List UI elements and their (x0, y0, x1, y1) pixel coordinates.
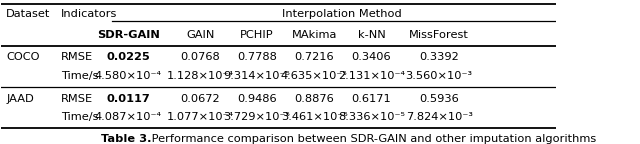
Text: Dataset: Dataset (6, 9, 51, 19)
Text: RMSE: RMSE (61, 52, 93, 62)
Text: 0.6171: 0.6171 (351, 94, 391, 104)
Text: 0.0672: 0.0672 (180, 94, 220, 104)
Text: 4.087×10⁻⁴: 4.087×10⁻⁴ (95, 112, 162, 122)
Text: 4.580×10⁻⁴: 4.580×10⁻⁴ (95, 71, 162, 81)
Text: Time/s: Time/s (61, 71, 98, 81)
Text: 3.461×10⁻⁵: 3.461×10⁻⁵ (281, 112, 348, 122)
Text: RMSE: RMSE (61, 94, 93, 104)
Text: 0.5936: 0.5936 (419, 94, 459, 104)
Text: 0.9486: 0.9486 (237, 94, 277, 104)
Text: Performance comparison between SDR-GAIN and other imputation algorithms: Performance comparison between SDR-GAIN … (148, 134, 596, 144)
Text: 0.7216: 0.7216 (294, 52, 334, 62)
Text: MAkima: MAkima (292, 30, 337, 40)
Text: JAAD: JAAD (6, 94, 34, 104)
Text: Table 3.: Table 3. (100, 134, 151, 144)
Text: MissForest: MissForest (409, 30, 469, 40)
Text: PCHIP: PCHIP (240, 30, 274, 40)
Text: 9.314×10⁻⁵: 9.314×10⁻⁵ (223, 71, 291, 81)
Text: 0.3406: 0.3406 (351, 52, 391, 62)
Text: 0.0768: 0.0768 (180, 52, 220, 62)
Text: COCO: COCO (6, 52, 40, 62)
Text: 0.0117: 0.0117 (106, 94, 150, 104)
Text: 7.824×10⁻³: 7.824×10⁻³ (406, 112, 472, 122)
Text: 2.131×10⁻⁴: 2.131×10⁻⁴ (338, 71, 405, 81)
Text: 1.077×10⁻⁴: 1.077×10⁻⁴ (167, 112, 234, 122)
Text: k-NN: k-NN (358, 30, 385, 40)
Text: 3.729×10⁻⁵: 3.729×10⁻⁵ (223, 112, 291, 122)
Text: 3.560×10⁻³: 3.560×10⁻³ (406, 71, 473, 81)
Text: Interpolation Method: Interpolation Method (282, 9, 402, 19)
Text: Time/s: Time/s (61, 112, 98, 122)
Text: 8.336×10⁻⁵: 8.336×10⁻⁵ (338, 112, 405, 122)
Text: 0.3392: 0.3392 (419, 52, 459, 62)
Text: GAIN: GAIN (186, 30, 214, 40)
Text: 4.635×10⁻⁵: 4.635×10⁻⁵ (281, 71, 348, 81)
Text: 0.0225: 0.0225 (106, 52, 150, 62)
Text: 0.8876: 0.8876 (294, 94, 334, 104)
Text: SDR-GAIN: SDR-GAIN (97, 30, 160, 40)
Text: Indicators: Indicators (61, 9, 117, 19)
Text: 0.7788: 0.7788 (237, 52, 277, 62)
Text: 1.128×10⁻⁴: 1.128×10⁻⁴ (167, 71, 234, 81)
